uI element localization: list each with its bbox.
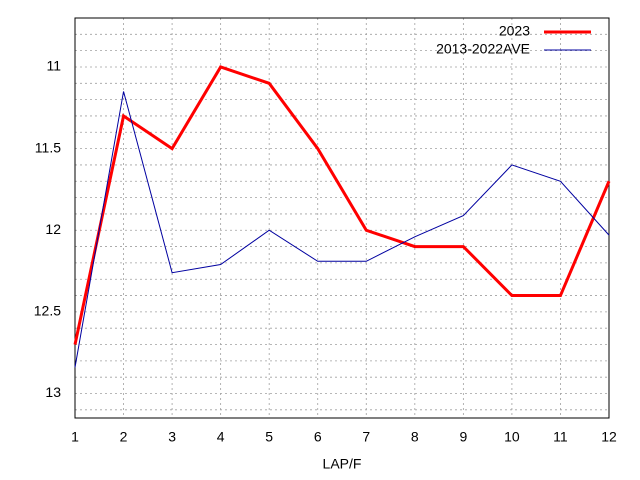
x-tick-label: 7 [362, 429, 370, 445]
x-tick-label: 6 [314, 429, 322, 445]
y-tick-label: 12 [45, 221, 61, 237]
x-tick-label: 8 [411, 429, 419, 445]
x-tick-label: 3 [168, 429, 176, 445]
y-tick-label: 12.5 [34, 303, 61, 319]
series-line [74, 91, 610, 368]
y-tick-label: 11 [46, 58, 61, 74]
x-tick-label: 1 [71, 429, 79, 445]
x-tick-label: 10 [504, 429, 520, 445]
x-axis-label: LAP/F [323, 456, 362, 472]
legend-label: 2023 [499, 23, 530, 39]
x-tick-label: 9 [459, 429, 467, 445]
x-tick-label: 4 [217, 429, 225, 445]
x-tick-label: 5 [265, 429, 273, 445]
x-tick-label: 2 [120, 429, 128, 445]
y-tick-label: 11.5 [35, 139, 61, 155]
legend-label: 2013-2022AVE [436, 41, 530, 57]
series-line [73, 65, 611, 345]
y-tick-label: 13 [45, 384, 61, 400]
plot-frame [74, 17, 610, 419]
x-tick-label: 12 [601, 429, 617, 445]
x-tick-label: 11 [553, 429, 568, 445]
